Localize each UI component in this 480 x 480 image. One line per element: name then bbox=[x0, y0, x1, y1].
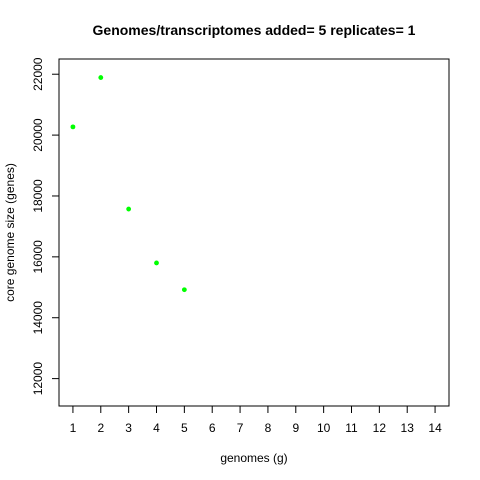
x-tick-label: 7 bbox=[237, 421, 244, 435]
x-tick-label: 10 bbox=[317, 421, 331, 435]
x-tick-label: 9 bbox=[292, 421, 299, 435]
y-axis: 12000 14000 16000 18000 20000 22000 bbox=[31, 57, 60, 396]
data-point bbox=[154, 260, 159, 266]
y-tick-label: 12000 bbox=[31, 362, 45, 396]
data-point bbox=[70, 124, 76, 130]
y-tick-label: 16000 bbox=[31, 240, 45, 274]
y-tick-label: 18000 bbox=[31, 179, 45, 213]
x-tick-label: 12 bbox=[373, 421, 387, 435]
x-tick-label: 13 bbox=[401, 421, 415, 435]
chart-title: Genomes/transcriptomes added= 5 replicat… bbox=[93, 22, 416, 38]
x-axis-label: genomes (g) bbox=[220, 451, 287, 465]
x-tick-label: 3 bbox=[125, 421, 132, 435]
data-points bbox=[70, 75, 187, 293]
x-axis: 1 2 3 4 5 6 7 8 9 10 11 12 13 14 bbox=[70, 405, 442, 435]
y-tick-label: 14000 bbox=[31, 301, 45, 335]
x-tick-label: 14 bbox=[428, 421, 442, 435]
x-tick-label: 5 bbox=[181, 421, 188, 435]
y-axis-label: core genome size (genes) bbox=[3, 163, 17, 302]
data-point bbox=[181, 287, 187, 293]
x-tick-label: 1 bbox=[70, 421, 77, 435]
y-tick-label: 20000 bbox=[31, 118, 45, 152]
x-tick-label: 6 bbox=[209, 421, 216, 435]
x-tick-label: 11 bbox=[345, 421, 358, 435]
x-tick-label: 2 bbox=[97, 421, 104, 435]
x-tick-label: 8 bbox=[265, 421, 272, 435]
x-tick-label: 4 bbox=[153, 421, 160, 435]
data-point bbox=[98, 75, 104, 80]
y-tick-label: 22000 bbox=[31, 57, 45, 91]
data-point bbox=[126, 206, 132, 212]
